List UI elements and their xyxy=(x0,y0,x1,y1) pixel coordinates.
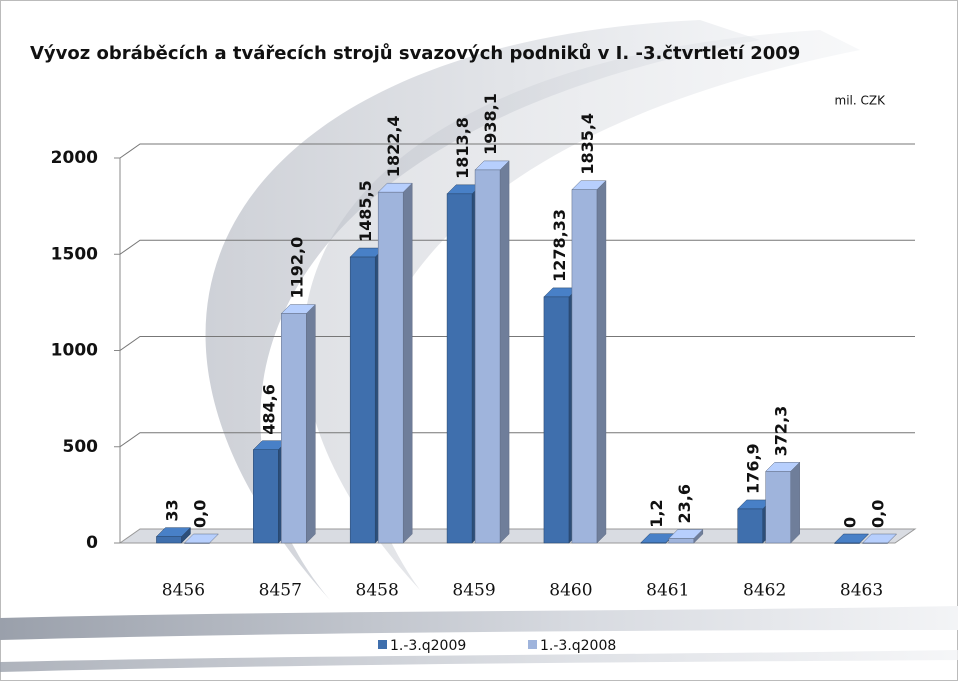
grid-line xyxy=(119,239,915,255)
bar xyxy=(253,449,279,544)
y-tick-label: 1500 xyxy=(51,244,98,264)
decor-band xyxy=(0,650,958,672)
chart-title: Vývoz obráběcích a tvářecích strojů svaz… xyxy=(30,42,800,64)
bar-side xyxy=(790,461,800,544)
x-tick-label: 8463 xyxy=(840,581,883,601)
x-tick-label: 8459 xyxy=(452,581,495,601)
bar-side xyxy=(306,303,316,544)
bar xyxy=(184,542,210,544)
grid-line xyxy=(119,432,915,448)
x-tick-label: 8457 xyxy=(259,581,302,601)
bar xyxy=(474,169,501,544)
data-label: 0 xyxy=(841,517,860,528)
data-label: 1278,33 xyxy=(550,209,569,282)
data-label: 176,9 xyxy=(744,443,763,494)
x-tick-label: 8458 xyxy=(356,581,399,601)
grid-line xyxy=(119,143,915,159)
bar xyxy=(156,536,182,544)
plot: 0 500 1000 1500 2000 8456 33 0,0 8457 484,6 1192,0… xyxy=(51,93,917,654)
legend-swatch xyxy=(528,640,537,649)
bar-side xyxy=(596,180,607,544)
data-label: 1,2 xyxy=(647,499,666,527)
data-label: 372,3 xyxy=(772,406,791,457)
data-label: 1822,4 xyxy=(384,115,403,177)
data-label: 1192,0 xyxy=(287,237,306,299)
floor xyxy=(118,528,917,544)
decor-band xyxy=(0,606,958,640)
legend-label: 1.-3.q2008 xyxy=(540,638,616,654)
bar xyxy=(668,538,695,544)
data-label: 1938,1 xyxy=(481,93,500,155)
decor-swoosh xyxy=(303,30,860,590)
data-label: 0,0 xyxy=(869,500,888,528)
bar xyxy=(571,189,598,544)
bar xyxy=(640,542,667,544)
x-tick-label: 8460 xyxy=(549,581,592,601)
unit-label: mil. CZK xyxy=(835,94,887,108)
bar-side xyxy=(499,160,510,544)
y-tick-label: 0 xyxy=(86,533,98,553)
data-label: 33 xyxy=(162,499,181,521)
data-label: 1835,4 xyxy=(578,113,597,175)
grid-line xyxy=(119,336,915,351)
bar-side xyxy=(402,182,413,544)
legend-label: 1.-3.q2009 xyxy=(390,638,466,654)
bar xyxy=(446,193,473,544)
y-tick-label: 1000 xyxy=(51,341,98,361)
bar xyxy=(862,542,888,544)
bar xyxy=(543,296,570,544)
legend-swatch xyxy=(378,640,387,649)
bar xyxy=(349,256,376,544)
x-tick-label: 8461 xyxy=(646,581,689,601)
bar xyxy=(737,508,763,544)
bar xyxy=(834,542,860,544)
data-label: 1813,8 xyxy=(453,117,472,179)
data-label: 23,6 xyxy=(675,484,694,523)
bar xyxy=(765,471,791,544)
x-tick-label: 8456 xyxy=(162,581,205,601)
decor-swoosh xyxy=(205,20,761,600)
data-label: 484,6 xyxy=(259,384,278,435)
data-label: 1485,5 xyxy=(356,180,375,242)
data-label: 0,0 xyxy=(190,500,209,528)
bar xyxy=(281,313,307,544)
y-tick-label: 2000 xyxy=(51,148,98,168)
y-tick-label: 500 xyxy=(63,437,99,457)
bar xyxy=(377,191,404,544)
x-tick-label: 8462 xyxy=(743,581,786,601)
